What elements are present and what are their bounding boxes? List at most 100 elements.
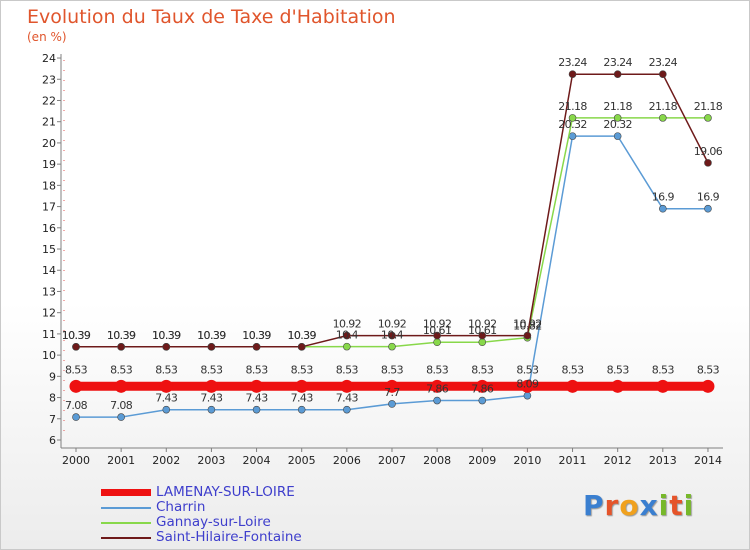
data-point-charrin	[162, 405, 171, 414]
series-lines	[69, 70, 715, 421]
y-tick-label: 23	[42, 73, 56, 86]
data-label-gannay-sur-loire: 10.82	[513, 320, 542, 333]
data-point-lamenay-sur-loire	[340, 379, 354, 393]
data-label-charrin: 16.9	[697, 191, 720, 204]
data-label-gannay-sur-loire: 10.4	[381, 329, 404, 342]
data-point-charrin	[117, 413, 125, 421]
data-label-saint-hilaire-fontaine: 23.24	[603, 56, 632, 69]
x-tick-label: 2010	[513, 454, 541, 467]
data-label-charrin: 7.08	[65, 399, 88, 412]
data-point-saint-hilaire-fontaine	[297, 343, 306, 351]
legend-label-gannay-sur-loire: Gannay-sur-Loire	[156, 514, 271, 530]
x-tick-label: 2013	[649, 454, 677, 467]
data-point-charrin	[478, 396, 487, 405]
data-label-lamenay-sur-loire: 8.53	[471, 363, 494, 376]
x-tick-label: 2007	[378, 454, 406, 467]
chart-title: Evolution du Taux de Taxe d'Habitation	[27, 6, 396, 28]
data-label-charrin: 7.43	[200, 392, 223, 405]
data-label-gannay-sur-loire: 10.61	[468, 324, 497, 337]
data-point-lamenay-sur-loire	[566, 379, 580, 393]
data-label-saint-hilaire-fontaine: 10.39	[242, 329, 271, 342]
data-label-gannay-sur-loire: 10.39	[287, 329, 316, 342]
data-label-lamenay-sur-loire: 8.53	[381, 363, 404, 376]
data-label-gannay-sur-loire: 10.39	[197, 329, 226, 342]
data-point-charrin	[252, 405, 261, 414]
data-label-saint-hilaire-fontaine: 10.39	[107, 329, 136, 342]
data-point-saint-hilaire-fontaine	[523, 331, 532, 340]
data-label-lamenay-sur-loire: 8.53	[200, 363, 223, 376]
data-point-charrin	[613, 132, 622, 140]
data-label-saint-hilaire-fontaine: 10.39	[62, 329, 91, 342]
data-point-gannay-sur-loire	[704, 114, 712, 122]
data-point-lamenay-sur-loire	[295, 379, 309, 393]
x-tick-label: 2012	[604, 454, 632, 467]
data-point-saint-hilaire-fontaine	[568, 70, 577, 78]
data-label-gannay-sur-loire: 21.18	[603, 100, 632, 113]
logo-letter: r	[604, 489, 620, 522]
data-label-gannay-sur-loire: 21.18	[694, 100, 723, 113]
data-label-gannay-sur-loire: 21.18	[558, 100, 587, 113]
logo-letter: o	[619, 489, 640, 522]
data-label-charrin: 16.9	[652, 191, 675, 204]
x-tick-label: 2006	[333, 454, 361, 467]
data-point-saint-hilaire-fontaine	[659, 70, 667, 78]
data-point-lamenay-sur-loire	[385, 379, 399, 393]
data-labels: 8.53 8.53 8.53 8.53 8.53 8.53 8.53 8.53 8.53 8.53…	[62, 56, 724, 412]
data-point-saint-hilaire-fontaine	[388, 331, 396, 340]
x-tick-label: 2003	[197, 454, 225, 467]
proxiti-logo: Proxiti	[583, 489, 694, 522]
data-label-lamenay-sur-loire: 8.53	[561, 363, 584, 376]
data-point-charrin	[388, 400, 396, 408]
data-label-lamenay-sur-loire: 8.53	[336, 363, 359, 376]
legend-swatch-lamenay-sur-loire	[101, 489, 151, 496]
data-point-lamenay-sur-loire	[701, 379, 715, 393]
data-label-charrin: 8.09	[516, 378, 539, 391]
data-point-lamenay-sur-loire	[159, 379, 173, 393]
data-point-charrin	[704, 204, 712, 213]
data-label-saint-hilaire-fontaine: 10.92	[513, 318, 542, 331]
y-tick-label: 10	[42, 349, 56, 362]
data-point-lamenay-sur-loire	[430, 379, 444, 393]
y-tick-label: 19	[42, 158, 56, 171]
y-tick-label: 22	[42, 94, 56, 107]
y-tick-label: 8	[49, 392, 56, 405]
y-tick-label: 18	[42, 179, 56, 192]
x-tick-label: 2000	[62, 454, 90, 467]
y-tick-label: 11	[42, 328, 56, 341]
y-tick-label: 14	[42, 264, 56, 277]
x-tick-label: 2014	[694, 454, 722, 467]
legend-swatch-saint-hilaire-fontaine	[101, 537, 151, 539]
y-tick-label: 24	[42, 52, 56, 65]
data-label-gannay-sur-loire: 10.4	[336, 329, 359, 342]
data-label-lamenay-sur-loire: 8.53	[110, 363, 133, 376]
data-point-saint-hilaire-fontaine	[433, 331, 441, 340]
legend-swatch-charrin	[101, 507, 151, 509]
series-line-gannay-sur-loire	[75, 117, 709, 348]
y-tick-label: 15	[42, 243, 56, 256]
data-point-saint-hilaire-fontaine	[343, 331, 351, 340]
data-label-charrin: 20.32	[603, 118, 632, 131]
data-label-gannay-sur-loire: 10.39	[62, 329, 91, 342]
data-label-charrin: 7.43	[336, 392, 359, 405]
x-tick-label: 2009	[468, 454, 496, 467]
data-label-lamenay-sur-loire: 8.53	[155, 363, 178, 376]
data-label-saint-hilaire-fontaine: 10.92	[423, 318, 452, 331]
x-tick-label: 2001	[107, 454, 135, 467]
data-point-charrin	[297, 405, 306, 414]
data-point-charrin	[207, 405, 216, 414]
data-label-charrin: 7.86	[471, 383, 494, 396]
data-label-charrin: 7.08	[110, 399, 133, 412]
data-label-lamenay-sur-loire: 8.53	[246, 363, 269, 376]
data-point-gannay-sur-loire	[478, 338, 487, 346]
data-point-lamenay-sur-loire	[475, 379, 489, 393]
legend-swatch-gannay-sur-loire	[101, 522, 151, 524]
data-label-saint-hilaire-fontaine: 19.06	[694, 145, 723, 158]
data-point-lamenay-sur-loire	[250, 379, 264, 393]
data-point-lamenay-sur-loire	[114, 379, 128, 393]
data-label-charrin: 20.32	[558, 118, 587, 131]
data-label-charrin: 7.43	[155, 392, 178, 405]
data-point-lamenay-sur-loire	[520, 379, 534, 393]
data-point-lamenay-sur-loire	[69, 379, 83, 393]
data-point-saint-hilaire-fontaine	[117, 343, 125, 351]
